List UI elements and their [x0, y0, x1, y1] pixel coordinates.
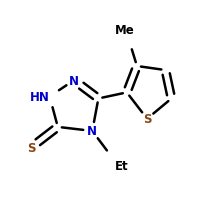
- Text: Me: Me: [115, 23, 135, 36]
- Text: HN: HN: [30, 90, 50, 103]
- Text: N: N: [69, 74, 79, 87]
- Text: N: N: [87, 125, 97, 138]
- Text: Et: Et: [115, 160, 128, 173]
- Text: S: S: [143, 113, 151, 126]
- Text: S: S: [27, 141, 36, 154]
